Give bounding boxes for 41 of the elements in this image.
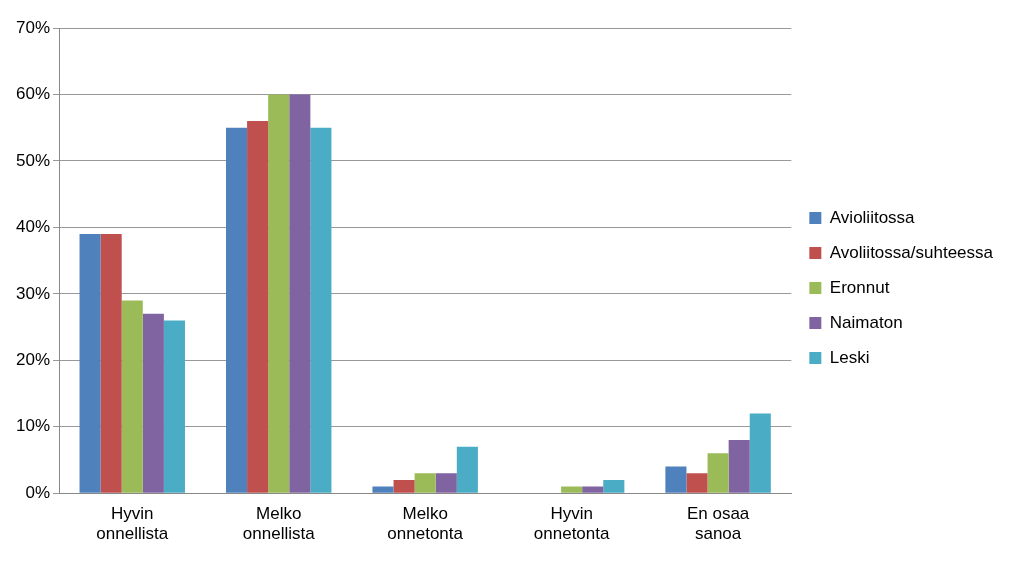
y-tick-label: 60% <box>15 84 51 104</box>
x-tick-label: Hyvin onnellista <box>96 504 169 544</box>
bar <box>289 94 311 493</box>
x-tick-label: En osaa sanoa <box>686 504 750 544</box>
bar <box>707 453 729 493</box>
legend-label: Leski <box>829 347 870 367</box>
bar <box>456 446 478 493</box>
bar <box>414 473 436 493</box>
bar <box>268 94 290 493</box>
bar <box>225 127 248 493</box>
bar <box>247 121 269 493</box>
y-tick-label: 20% <box>15 349 51 369</box>
legend-label: Eronnut <box>829 277 890 297</box>
bar <box>121 300 143 493</box>
y-tick-label: 10% <box>15 416 51 436</box>
legend-label: Avioliitossa <box>829 207 916 227</box>
legend-label: Avoliitossa/suhteessa <box>829 242 994 262</box>
bar <box>393 479 415 493</box>
x-tick-label: Melko onnetonta <box>387 504 464 544</box>
bar <box>163 320 185 493</box>
bar <box>310 127 332 493</box>
bar <box>561 486 583 493</box>
legend-label: Naimaton <box>829 312 903 332</box>
bar <box>435 473 457 493</box>
y-tick-label: 30% <box>15 283 51 303</box>
bar <box>79 234 101 493</box>
bar <box>665 466 687 493</box>
bar <box>686 473 708 493</box>
x-tick-label: Melko onnellista <box>242 504 316 544</box>
bar <box>749 413 771 493</box>
bar <box>372 486 394 493</box>
x-tick-label: Hyvin onnetonta <box>533 504 610 544</box>
y-tick-label: 50% <box>15 150 51 170</box>
bar <box>582 486 604 493</box>
bar <box>728 440 750 493</box>
bar <box>100 234 122 493</box>
y-tick-label: 0% <box>25 482 51 502</box>
y-tick-label: 40% <box>15 217 51 237</box>
bar <box>142 313 164 493</box>
y-tick-label: 70% <box>15 17 51 37</box>
bar <box>603 479 625 493</box>
